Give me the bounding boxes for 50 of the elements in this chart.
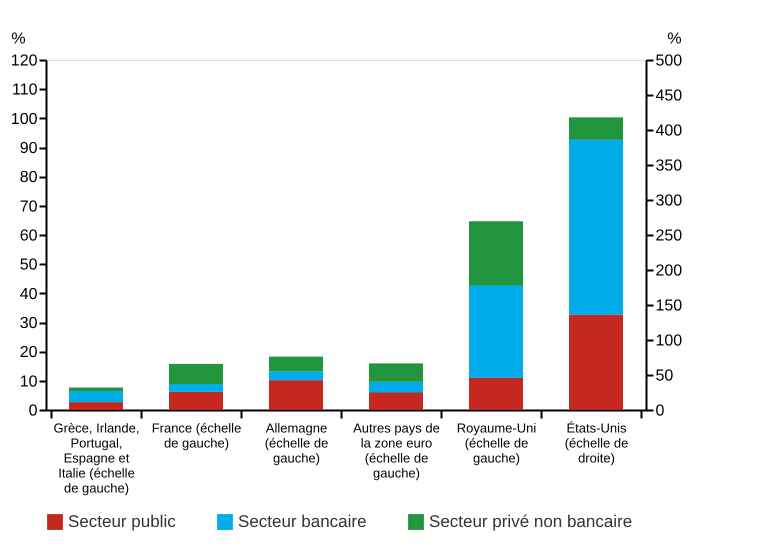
y2-tick-label: 400	[656, 122, 682, 140]
y-axis-title: %	[11, 30, 26, 48]
y2-tick-label: 450	[656, 88, 682, 104]
y2-tick-label: 150	[656, 298, 682, 314]
y2-tick-label: 50	[656, 368, 674, 384]
y-tick-label: 90	[20, 140, 38, 157]
bar	[69, 402, 123, 410]
bar	[469, 221, 523, 286]
bar	[169, 392, 223, 410]
x-tick-label: Royaume-Uni (échelle de gauche)	[456, 420, 536, 466]
legend-label: Secteur privé non bancaire	[429, 512, 632, 531]
y2-tick-label: 100	[656, 332, 682, 350]
x-tick-label: Autres pays de la zone euro (échelle de gauche)	[353, 420, 440, 480]
bar	[69, 388, 123, 392]
y2-tick-label: 350	[656, 158, 682, 174]
y-tick-label: 100	[10, 110, 38, 128]
y-tick-label: 120	[10, 52, 38, 70]
x-tick-label: France (échelle de gauche)	[152, 420, 242, 450]
y-tick-label: 50	[20, 256, 38, 274]
x-tick-label: Grèce, Irlande, Portugal, Espagne et Italie (échelle de gauche)	[54, 420, 140, 496]
y-tick-label: 20	[20, 344, 38, 362]
bar	[369, 382, 423, 392]
bar	[269, 380, 323, 410]
bar	[469, 378, 523, 410]
y-tick-label: 40	[20, 286, 38, 303]
y2-tick-label: 250	[656, 228, 682, 244]
bar	[169, 364, 223, 384]
y-tick-label: 70	[20, 198, 38, 216]
bar	[69, 391, 123, 402]
bar	[369, 363, 423, 382]
y-tick-label: 60	[20, 228, 38, 244]
x-tick-label: États-Unis (échelle de droite)	[564, 420, 628, 466]
y2-tick-label: 300	[656, 192, 682, 210]
y-tick-label: 0	[28, 402, 38, 420]
bar	[169, 384, 223, 392]
y-tick-label: 30	[20, 315, 38, 332]
y-tick-label: 110	[12, 82, 38, 99]
y2-tick-label: 200	[656, 262, 682, 280]
y2-tick-label: 0	[656, 402, 664, 420]
y2-axis-title: %	[667, 30, 682, 48]
y-tick-label: 10	[20, 373, 38, 390]
bar	[369, 392, 423, 410]
legend-label: Secteur bancaire	[238, 512, 367, 531]
x-tick-label: Allemagne (échelle de gauche)	[264, 420, 328, 466]
legend-label: Secteur public	[68, 512, 176, 531]
y-tick-label: 80	[20, 169, 38, 186]
bar	[269, 371, 323, 380]
bar	[469, 285, 523, 378]
y2-tick-label: 500	[656, 52, 682, 70]
bar	[269, 356, 323, 372]
